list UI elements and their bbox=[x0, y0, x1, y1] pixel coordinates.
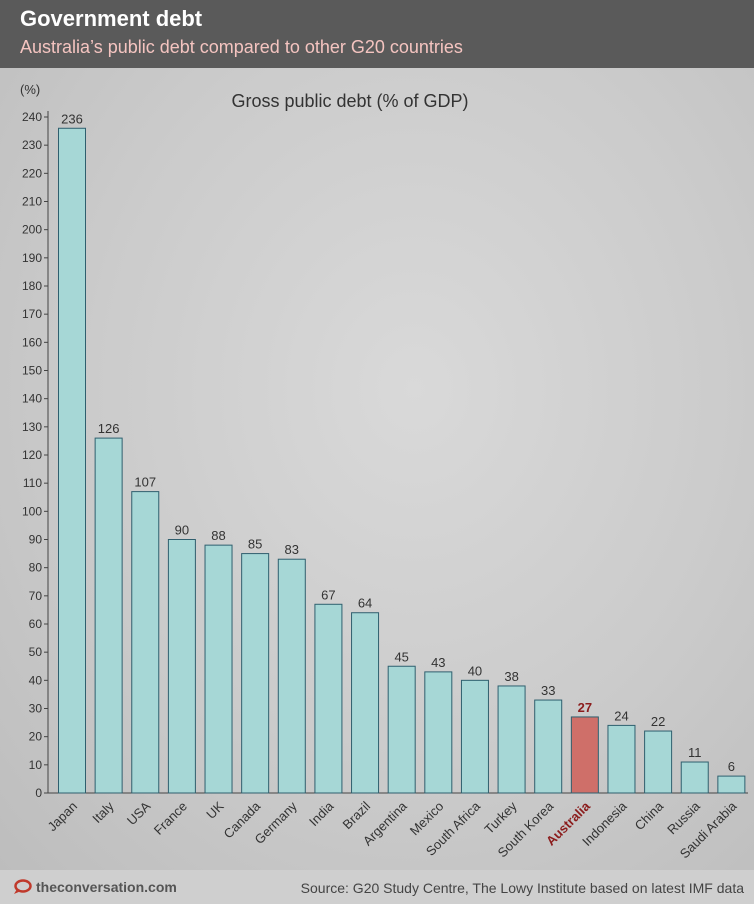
y-tick-label: 180 bbox=[22, 279, 42, 293]
x-tick-label: China bbox=[632, 798, 667, 833]
y-tick-label: 210 bbox=[22, 195, 42, 209]
bar-mexico bbox=[424, 671, 453, 794]
y-tick-label: 30 bbox=[29, 702, 43, 716]
data-label: 11 bbox=[688, 745, 702, 760]
y-tick-label: 10 bbox=[29, 758, 43, 772]
bar-south-korea bbox=[534, 699, 563, 794]
data-label: 33 bbox=[541, 683, 555, 698]
chart-inner-title: Gross public debt (% of GDP) bbox=[231, 91, 468, 111]
y-tick-label: 240 bbox=[22, 110, 42, 124]
x-tick-label: USA bbox=[124, 798, 154, 828]
x-tick-label: Italy bbox=[89, 798, 117, 826]
bar-turkey bbox=[497, 685, 526, 794]
chart-title: Government debt bbox=[20, 6, 203, 31]
y-tick-label: 170 bbox=[22, 307, 42, 321]
bar-argentina bbox=[387, 665, 416, 794]
chart-footer: theconversation.com Source: G20 Study Ce… bbox=[0, 870, 754, 904]
y-tick-label: 110 bbox=[23, 476, 42, 490]
chart-header: Government debt Australia’s public debt … bbox=[0, 0, 754, 68]
data-label: 90 bbox=[175, 523, 189, 538]
bar-germany bbox=[277, 558, 306, 794]
y-axis-label: (%) bbox=[20, 82, 40, 97]
y-tick-label: 190 bbox=[22, 251, 42, 265]
bar-china bbox=[644, 730, 673, 794]
y-tick-label: 130 bbox=[22, 420, 42, 434]
y-tick-label: 20 bbox=[29, 730, 43, 744]
y-tick-label: 200 bbox=[22, 223, 42, 237]
data-label: 64 bbox=[358, 596, 372, 611]
data-label: 83 bbox=[285, 542, 299, 557]
y-tick-label: 120 bbox=[22, 448, 42, 462]
data-label: 85 bbox=[248, 537, 262, 552]
bar-russia bbox=[680, 761, 709, 794]
x-tick-label: Brazil bbox=[340, 798, 374, 832]
bar-japan bbox=[58, 127, 86, 794]
data-label: 236 bbox=[61, 111, 83, 126]
bar-canada bbox=[241, 553, 270, 794]
data-label: 24 bbox=[614, 708, 628, 723]
chart-subtitle: Australia’s public debt compared to othe… bbox=[20, 37, 463, 57]
data-label: 38 bbox=[504, 669, 518, 684]
bar-south-africa bbox=[460, 679, 489, 794]
x-tick-label: France bbox=[151, 799, 190, 838]
y-tick-label: 160 bbox=[22, 335, 42, 349]
bar-saudi-arabia bbox=[717, 775, 746, 794]
bar-chart: Gross public debt (% of GDP) (%) 0 10 20 30 40… bbox=[20, 82, 748, 861]
x-tick-label: India bbox=[306, 798, 337, 829]
data-label: 45 bbox=[394, 649, 408, 664]
brand-name: theconversation.com bbox=[36, 879, 177, 895]
brand[interactable]: theconversation.com bbox=[12, 879, 177, 895]
data-label: 40 bbox=[468, 663, 482, 678]
y-tick-label: 80 bbox=[29, 561, 43, 575]
bar-usa bbox=[131, 491, 160, 794]
y-tick-label: 0 bbox=[35, 786, 42, 800]
y-tick-label: 50 bbox=[29, 645, 43, 659]
bar-italy bbox=[94, 437, 123, 794]
bar-france bbox=[167, 539, 196, 794]
y-tick-label: 60 bbox=[29, 617, 43, 631]
data-label: 107 bbox=[134, 475, 156, 490]
y-tick-label: 70 bbox=[29, 589, 43, 603]
bar-brazil bbox=[351, 612, 380, 794]
y-tick-label: 90 bbox=[29, 533, 43, 547]
bar-uk bbox=[204, 544, 233, 794]
data-label: 22 bbox=[651, 714, 665, 729]
data-label: 126 bbox=[98, 421, 120, 436]
y-tick-label: 140 bbox=[22, 392, 42, 406]
speech-bubble-icon bbox=[14, 879, 32, 894]
y-tick-label: 40 bbox=[29, 673, 43, 687]
bar-indonesia bbox=[607, 724, 636, 794]
y-tick-label: 100 bbox=[22, 504, 42, 518]
source-note: Source: G20 Study Centre, The Lowy Insti… bbox=[300, 880, 744, 896]
data-label: 6 bbox=[728, 759, 735, 774]
data-label: 43 bbox=[431, 655, 445, 670]
y-tick-label: 150 bbox=[22, 364, 42, 378]
data-label: 88 bbox=[211, 528, 225, 543]
y-tick-label: 230 bbox=[22, 138, 42, 152]
data-label: 27 bbox=[578, 700, 592, 715]
bar-india bbox=[314, 603, 343, 794]
data-label: 67 bbox=[321, 587, 335, 602]
x-tick-label: UK bbox=[203, 798, 227, 822]
x-tick-label: Japan bbox=[44, 799, 80, 835]
bar-australia bbox=[570, 716, 599, 794]
y-tick-label: 220 bbox=[22, 166, 42, 180]
